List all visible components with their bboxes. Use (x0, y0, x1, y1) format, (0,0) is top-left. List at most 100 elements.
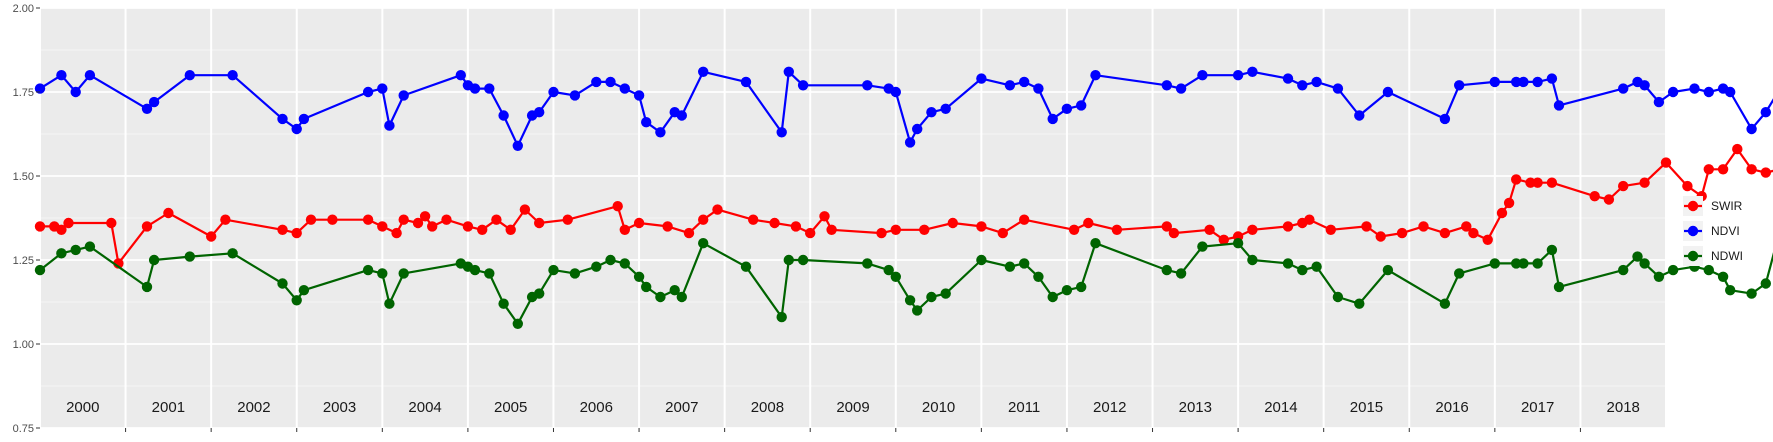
data-point-ndwi (1760, 278, 1772, 289)
data-point-ndwi (56, 248, 67, 259)
data-point-swir (1717, 164, 1729, 175)
data-point-swir (619, 224, 630, 235)
data-point-swir (997, 227, 1008, 239)
data-point-swir (1468, 227, 1479, 239)
year-label: 2013 (1179, 399, 1212, 416)
data-point-swir (34, 221, 46, 232)
data-point-ndvi (591, 76, 602, 88)
data-point-ndvi (1382, 86, 1394, 98)
data-point-swir (662, 221, 673, 232)
data-point-swir (377, 221, 388, 232)
data-point-ndvi (1618, 83, 1629, 94)
year-label: 2003 (323, 399, 356, 416)
data-point-swir (491, 214, 502, 225)
data-point-ndvi (498, 110, 509, 121)
data-point-ndwi (1076, 281, 1087, 293)
data-point-ndwi (1382, 264, 1394, 276)
data-point-swir (291, 227, 302, 239)
data-point-swir (505, 224, 516, 235)
data-point-ndvi (783, 66, 794, 78)
data-point-ndvi (1332, 83, 1344, 94)
data-point-ndvi (298, 113, 310, 125)
data-point-ndvi (641, 117, 652, 128)
data-point-ndwi (1354, 298, 1365, 309)
data-point-ndvi (926, 107, 937, 118)
data-point-ndvi (976, 73, 987, 84)
data-point-ndwi (783, 254, 794, 266)
data-point-swir (1760, 167, 1772, 178)
data-point-ndwi (384, 298, 395, 309)
data-point-ndwi (797, 254, 809, 266)
data-point-ndvi (1667, 86, 1679, 98)
data-point-swir (1703, 164, 1715, 175)
data-point-ndvi (227, 70, 238, 81)
data-point-ndvi (1511, 76, 1522, 88)
legend: SWIR NDVI NDWI (1683, 196, 1743, 266)
data-point-swir (1439, 227, 1451, 239)
data-point-ndvi (1061, 103, 1073, 115)
data-point-ndvi (1354, 110, 1365, 121)
data-point-ndwi (377, 268, 388, 279)
data-point-ndwi (398, 268, 409, 279)
data-point-ndwi (469, 264, 481, 276)
data-point-ndvi (484, 83, 495, 94)
data-point-ndvi (904, 137, 916, 148)
data-point-ndvi (1175, 83, 1187, 94)
data-point-swir (1361, 221, 1372, 232)
data-point-swir (206, 231, 217, 242)
data-point-ndwi (362, 264, 374, 276)
data-point-ndwi (1653, 271, 1665, 282)
data-point-swir (63, 217, 74, 229)
data-point-ndvi (619, 83, 630, 94)
legend-label-ndvi: NDVI (1711, 224, 1740, 238)
data-point-ndwi (676, 291, 687, 303)
data-point-ndwi (1047, 291, 1058, 303)
data-point-ndwi (976, 254, 987, 266)
data-point-ndwi (1667, 264, 1679, 276)
data-point-ndwi (291, 295, 302, 306)
data-point-ndvi (1454, 80, 1465, 91)
data-point-ndvi (890, 86, 901, 98)
data-point-ndvi (655, 127, 666, 138)
data-point-ndvi (1639, 80, 1650, 91)
y-tick-label: 1.50 (13, 171, 34, 183)
data-point-swir (633, 217, 645, 229)
legend-label-ndwi: NDWI (1711, 249, 1743, 263)
y-tick-label: 2.00 (13, 3, 34, 15)
data-point-ndwi (1553, 281, 1565, 293)
data-point-ndwi (1004, 261, 1016, 272)
data-point-ndvi (605, 76, 616, 88)
data-point-ndvi (455, 70, 466, 81)
data-point-ndvi (1033, 83, 1044, 94)
data-point-ndwi (1746, 288, 1757, 299)
data-point-ndvi (469, 83, 481, 94)
data-point-ndwi (1546, 244, 1558, 256)
data-point-swir (1161, 221, 1173, 232)
data-point-swir (1396, 227, 1408, 239)
year-label: 2012 (1093, 399, 1126, 416)
data-point-ndvi (84, 70, 96, 81)
data-point-ndvi (940, 103, 951, 115)
data-point-ndvi (512, 140, 523, 151)
data-point-ndvi (1518, 76, 1529, 88)
data-point-ndvi (1439, 113, 1451, 125)
year-label: 2015 (1350, 399, 1383, 416)
data-point-ndvi (797, 80, 809, 91)
data-point-ndwi (904, 295, 916, 306)
data-point-swir (1496, 207, 1508, 219)
year-label: 2001 (152, 399, 185, 416)
data-point-ndwi (1439, 298, 1451, 309)
data-point-ndwi (1639, 258, 1650, 269)
data-point-swir (362, 214, 374, 225)
data-point-swir (1511, 174, 1522, 185)
data-point-ndvi (1553, 100, 1565, 111)
data-point-swir (220, 214, 231, 225)
data-point-ndvi (1725, 86, 1736, 98)
data-point-ndwi (1518, 258, 1529, 269)
data-point-swir (1418, 221, 1429, 232)
data-point-ndwi (1197, 241, 1208, 252)
year-label: 2007 (665, 399, 698, 416)
data-point-swir (305, 214, 317, 225)
data-point-swir (876, 227, 887, 239)
data-point-ndwi (740, 261, 752, 272)
